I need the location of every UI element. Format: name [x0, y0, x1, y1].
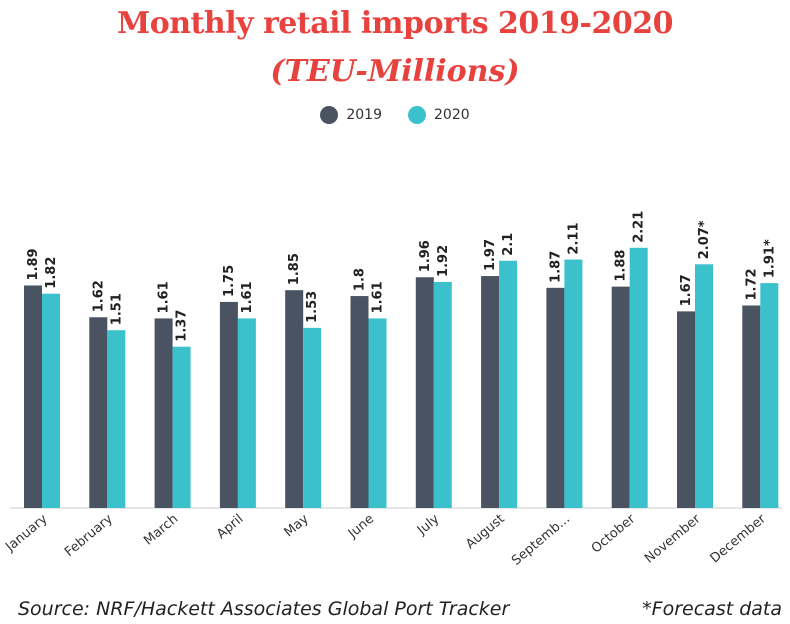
- x-tick-label-8: Septemb...: [509, 512, 573, 569]
- bar-2019-1: [89, 317, 108, 508]
- data-label-2019-5: 1.8: [353, 268, 368, 291]
- bar-2020-10: [695, 264, 713, 508]
- bar-2019-7: [481, 276, 500, 508]
- data-label-2019-1: 1.62: [91, 280, 106, 312]
- data-label-2020-9: 2.21: [632, 211, 647, 243]
- bar-2019-9: [611, 286, 630, 508]
- bar-2020-5: [368, 318, 387, 508]
- data-label-2020-7: 2.1: [501, 233, 516, 256]
- bar-2020-0: [42, 293, 60, 508]
- legend-label-2019: 2019: [346, 107, 382, 123]
- bar-2019-8: [546, 287, 565, 508]
- bar-2019-10: [677, 311, 695, 508]
- x-tick-label-0: January: [2, 511, 50, 555]
- data-label-2020-3: 1.61: [240, 281, 255, 313]
- data-label-2019-7: 1.97: [483, 239, 498, 271]
- data-label-2020-1: 1.51: [109, 293, 124, 325]
- x-tick-label-1: February: [62, 511, 116, 560]
- chart-legend: 2019 2020: [0, 106, 790, 124]
- legend-item-2019: 2019: [320, 106, 382, 124]
- bar-2020-6: [433, 281, 452, 508]
- x-tick-label-10: November: [642, 511, 704, 566]
- bar-2020-7: [499, 260, 518, 508]
- data-label-2019-11: 1.72: [744, 268, 759, 300]
- data-label-2019-3: 1.75: [222, 265, 237, 297]
- data-label-2019-8: 1.87: [548, 251, 563, 283]
- bar-2020-2: [172, 346, 191, 508]
- data-label-2019-4: 1.85: [287, 253, 302, 285]
- x-tick-label-2: March: [141, 512, 181, 549]
- data-label-2020-8: 2.11: [566, 222, 581, 254]
- data-label-2019-0: 1.89: [26, 248, 41, 280]
- bar-2019-6: [415, 277, 434, 508]
- x-tick-label-5: June: [345, 512, 377, 542]
- x-tick-label-6: July: [414, 511, 443, 538]
- x-tick-label-11: December: [708, 511, 770, 566]
- bar-2020-1: [107, 330, 126, 508]
- bar-2019-3: [219, 301, 238, 508]
- source-note: Source: NRF/Hackett Associates Global Po…: [18, 598, 510, 620]
- legend-swatch-2019: [320, 106, 339, 124]
- data-label-2019-9: 1.88: [614, 250, 629, 282]
- data-label-2020-11: 1.91*: [762, 239, 777, 278]
- legend-swatch-2020: [408, 106, 426, 124]
- bar-2020-11: [760, 283, 779, 508]
- bar-2019-5: [350, 296, 369, 508]
- bar-2020-9: [629, 247, 648, 508]
- x-tick-label-3: April: [214, 512, 246, 543]
- chart-subtitle: (TEU-Millions): [270, 54, 520, 89]
- legend-item-2020: 2020: [408, 106, 470, 124]
- bar-2019-0: [24, 285, 42, 508]
- bar-2020-3: [237, 318, 256, 508]
- data-label-2020-0: 1.82: [44, 257, 59, 289]
- x-tick-label-7: August: [463, 512, 507, 553]
- x-tick-label-4: May: [282, 511, 312, 540]
- data-label-2019-10: 1.67: [679, 274, 694, 306]
- bar-2019-2: [154, 318, 173, 508]
- bar-2019-11: [742, 305, 761, 508]
- bar-2020-8: [564, 259, 583, 508]
- data-label-2020-6: 1.92: [436, 245, 451, 277]
- data-label-2020-5: 1.61: [371, 281, 386, 313]
- data-label-2020-2: 1.37: [175, 310, 190, 342]
- data-label-2020-10: 2.07*: [697, 220, 712, 259]
- bar-2019-4: [285, 290, 304, 508]
- x-tick-label-9: October: [589, 511, 639, 556]
- legend-label-2020: 2020: [434, 107, 470, 123]
- data-label-2019-2: 1.61: [157, 281, 172, 313]
- chart-title: Monthly retail imports 2019-2020: [117, 6, 673, 41]
- bar-2020-4: [303, 327, 322, 508]
- data-label-2019-6: 1.96: [418, 240, 433, 272]
- data-label-2020-4: 1.53: [305, 291, 320, 323]
- forecast-note: *Forecast data: [642, 598, 782, 620]
